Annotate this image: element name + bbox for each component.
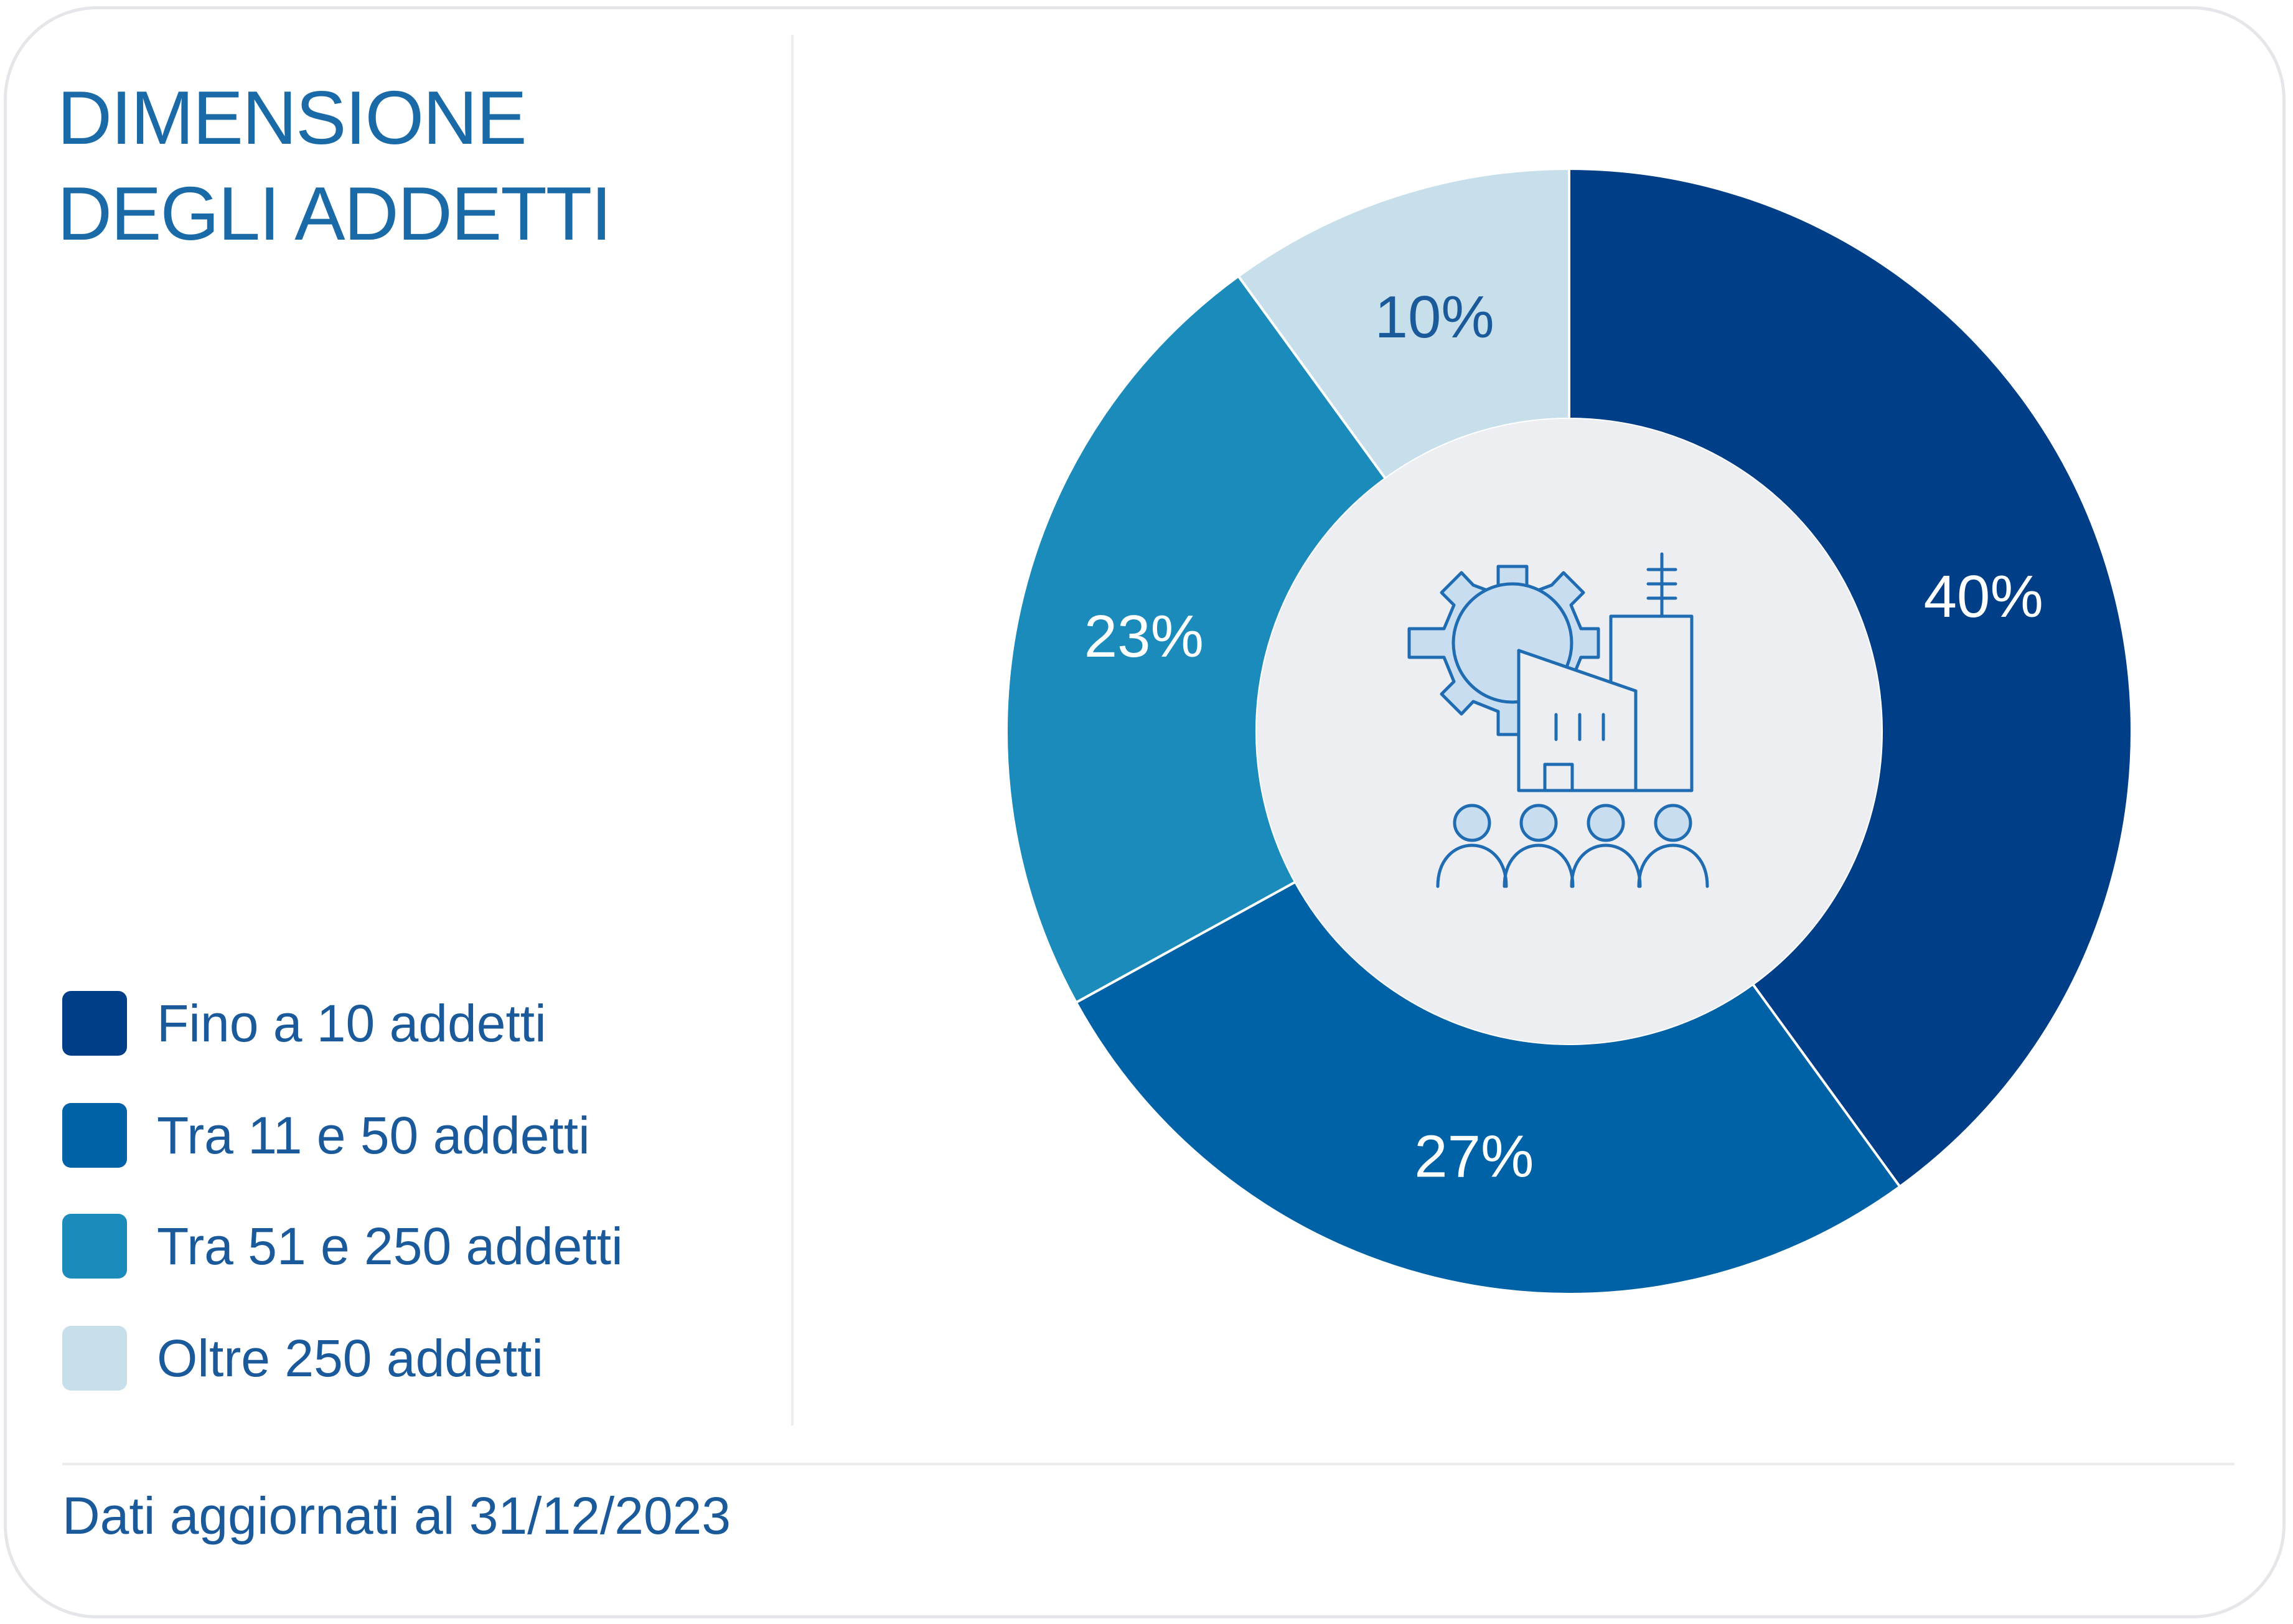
data-label-51-250: 23% [1084,603,1204,670]
legend-label: Tra 11 e 50 addetti [157,1106,590,1165]
vertical-divider [791,35,794,1425]
building-icon [1517,649,1638,792]
legend-swatch [62,991,127,1056]
percent-labels: 40% 27% 23% 10% [1084,284,2043,1190]
legend-item-oltre-250: Oltre 250 addetti [62,1326,747,1391]
factory-gear-people-icon [1407,552,1709,888]
donut-slice-11-50 [1074,880,1902,1296]
legend-item-11-50: Tra 11 e 50 addetti [62,1103,747,1168]
horizontal-divider [62,1463,2234,1465]
legend-swatch [62,1103,127,1168]
people-icon [1436,804,1709,888]
donut-slices [1005,167,2133,1296]
door-icon [1543,763,1574,792]
legend-swatch [62,1326,127,1391]
data-label-11-50: 27% [1414,1124,1534,1190]
legend-label: Oltre 250 addetti [157,1329,544,1387]
legend-item-fino-10: Fino a 10 addetti [62,991,747,1056]
data-label-fino-10: 40% [1924,563,2043,630]
legend-swatch [62,1214,127,1279]
footnote: Dati aggiornati al 31/12/2023 [62,1486,731,1545]
legend-item-51-250: Tra 51 e 250 addetti [62,1214,747,1279]
chart-title: DIMENSIONE DEGLI ADDETTI [57,75,612,256]
legend-label: Tra 51 e 250 addetti [157,1217,623,1275]
legend-label: Fino a 10 addetti [157,994,546,1053]
data-label-oltre-250: 10% [1375,284,1494,350]
